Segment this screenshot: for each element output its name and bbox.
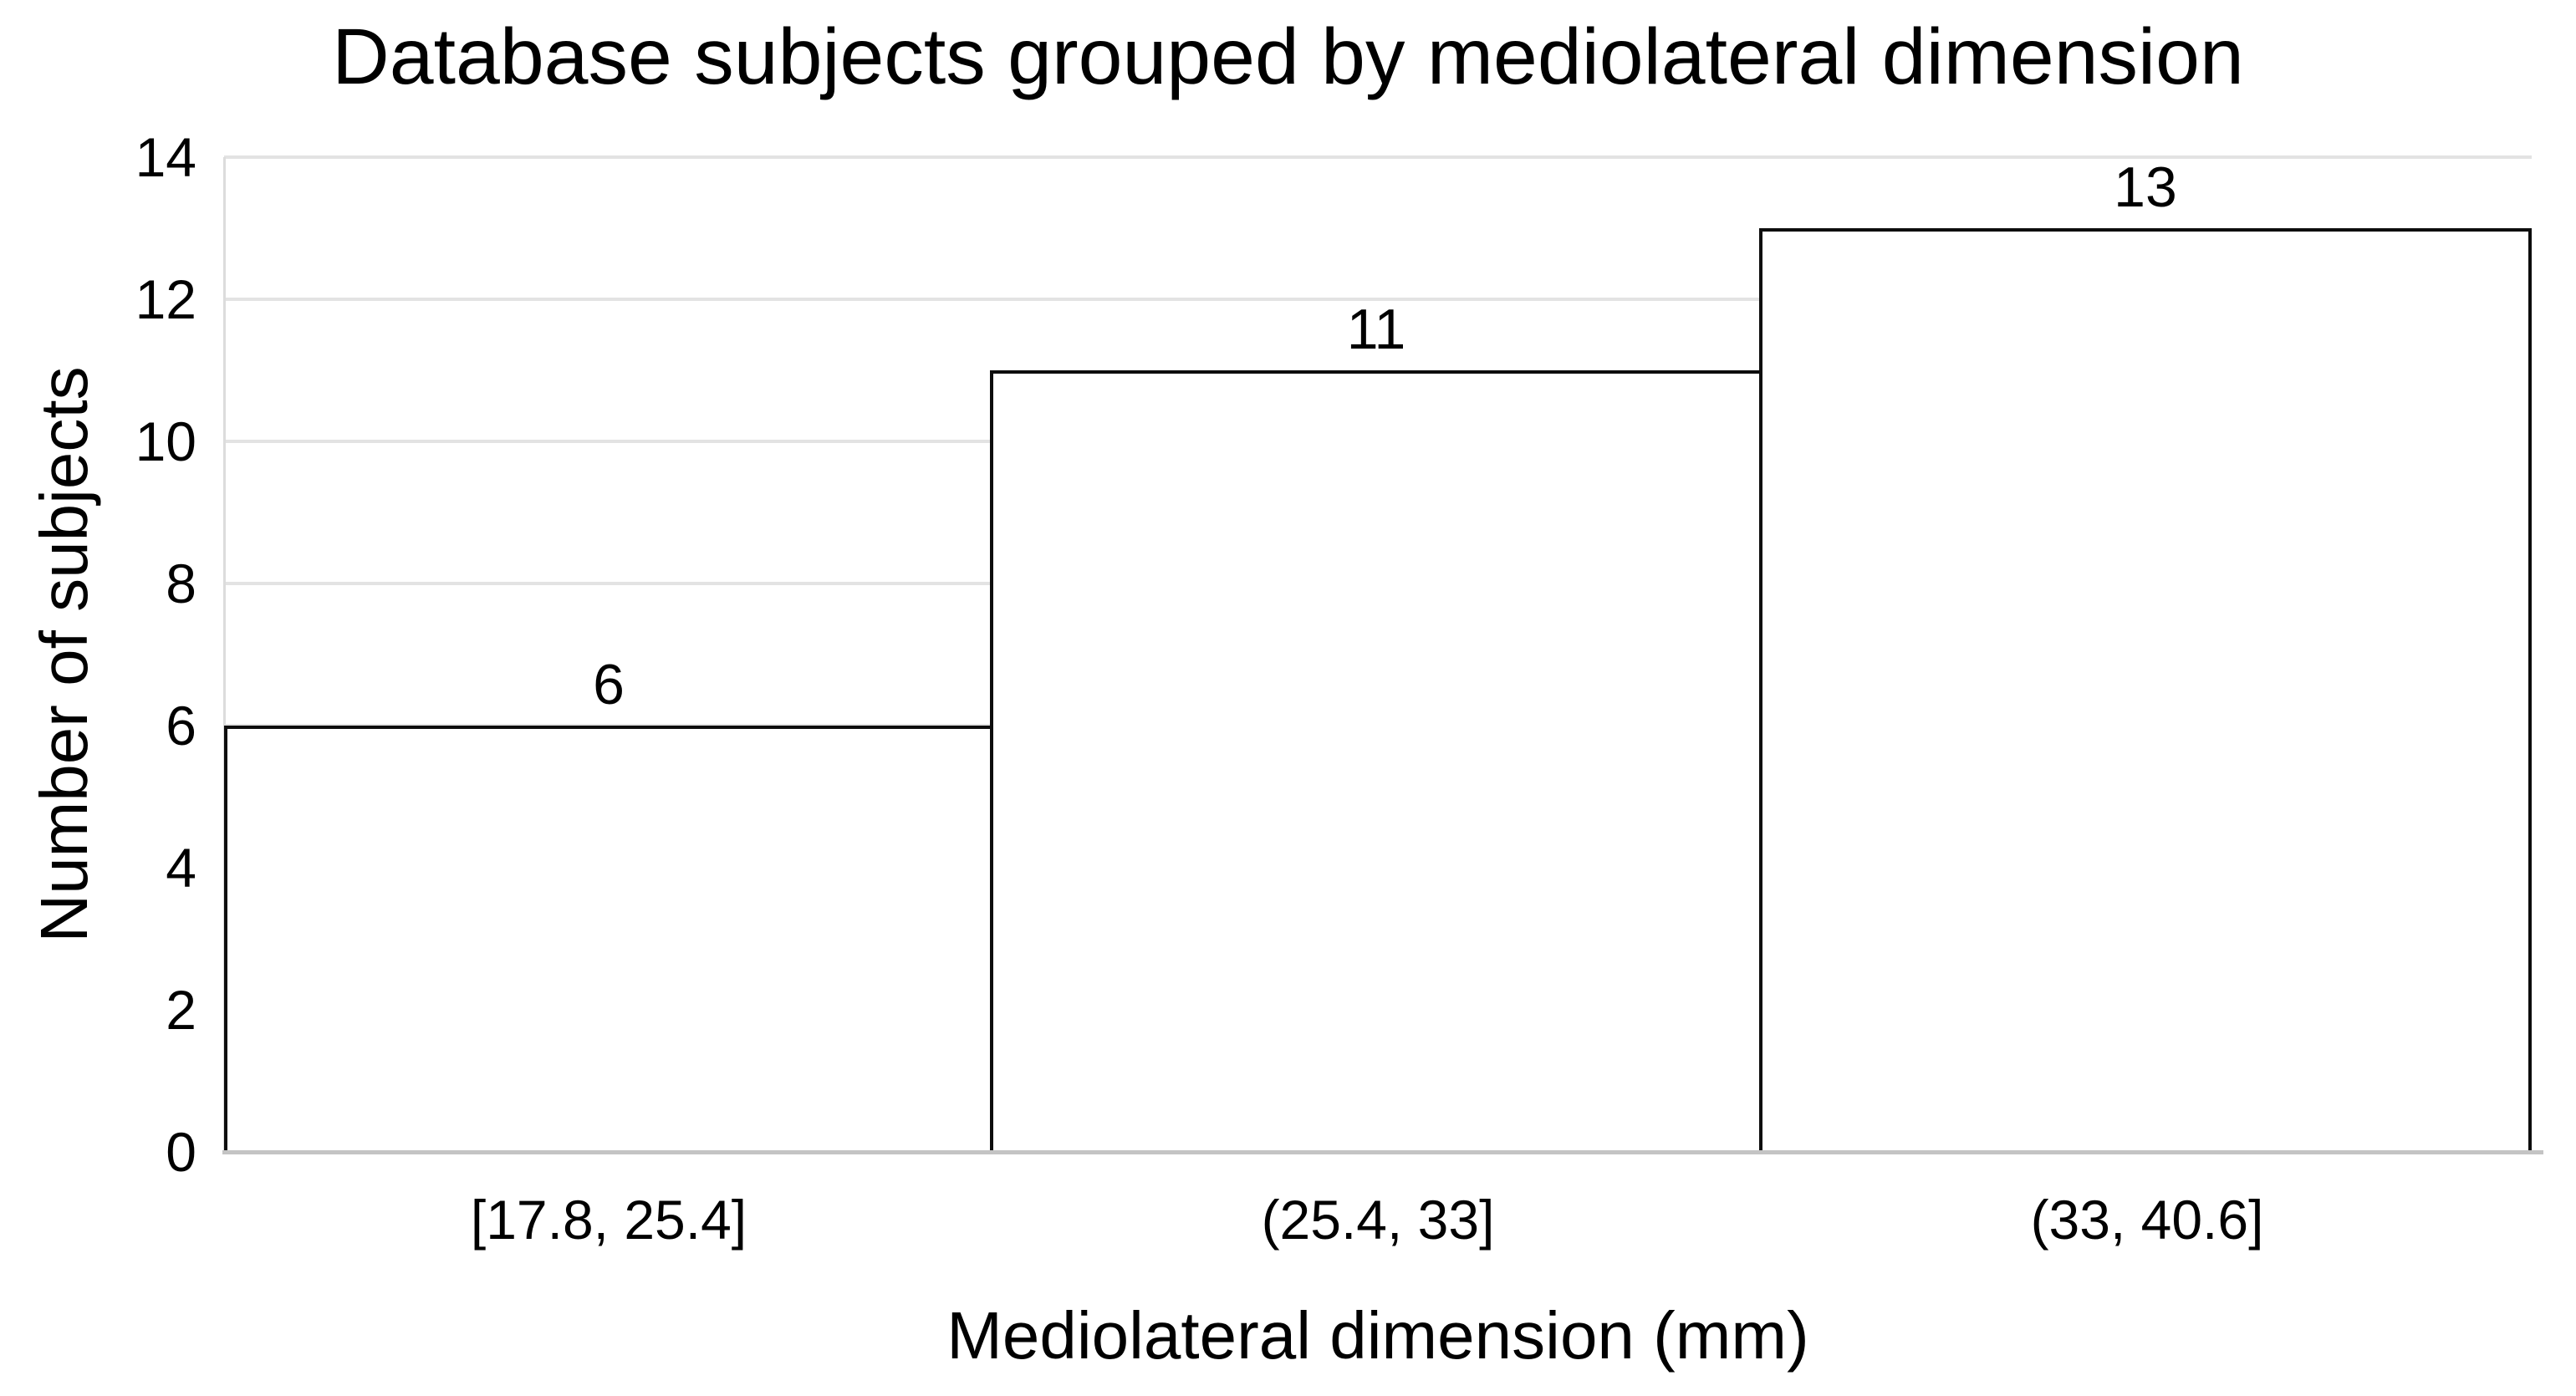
bar [990,370,1762,1152]
y-tick-label: 8 [166,553,196,614]
bar-value-label: 11 [1346,298,1406,361]
y-tick-label: 6 [166,695,196,757]
y-tick-label: 10 [135,410,196,472]
y-tick-label: 0 [166,1121,196,1183]
x-axis-title: Mediolateral dimension (mm) [946,1298,1809,1373]
y-tick-label: 4 [166,837,196,899]
bar-value-label: 6 [593,653,625,716]
x-tick-label: [17.8, 25.4] [470,1189,747,1251]
gridline [224,298,2532,301]
bar [1759,228,2532,1152]
x-tick-label: (33, 40.6] [2030,1189,2264,1251]
x-tick-label: (25.4, 33] [1261,1189,1495,1251]
y-tick-label: 12 [135,268,196,330]
y-tick-label: 2 [166,979,196,1041]
gridline [224,155,2532,159]
x-axis-line [222,1150,2543,1154]
bar-value-label: 13 [2114,155,2177,219]
bar [224,726,993,1152]
y-tick-label: 14 [135,126,196,188]
chart-title: Database subjects grouped by mediolatera… [332,13,2244,101]
y-axis-line [223,157,226,1152]
